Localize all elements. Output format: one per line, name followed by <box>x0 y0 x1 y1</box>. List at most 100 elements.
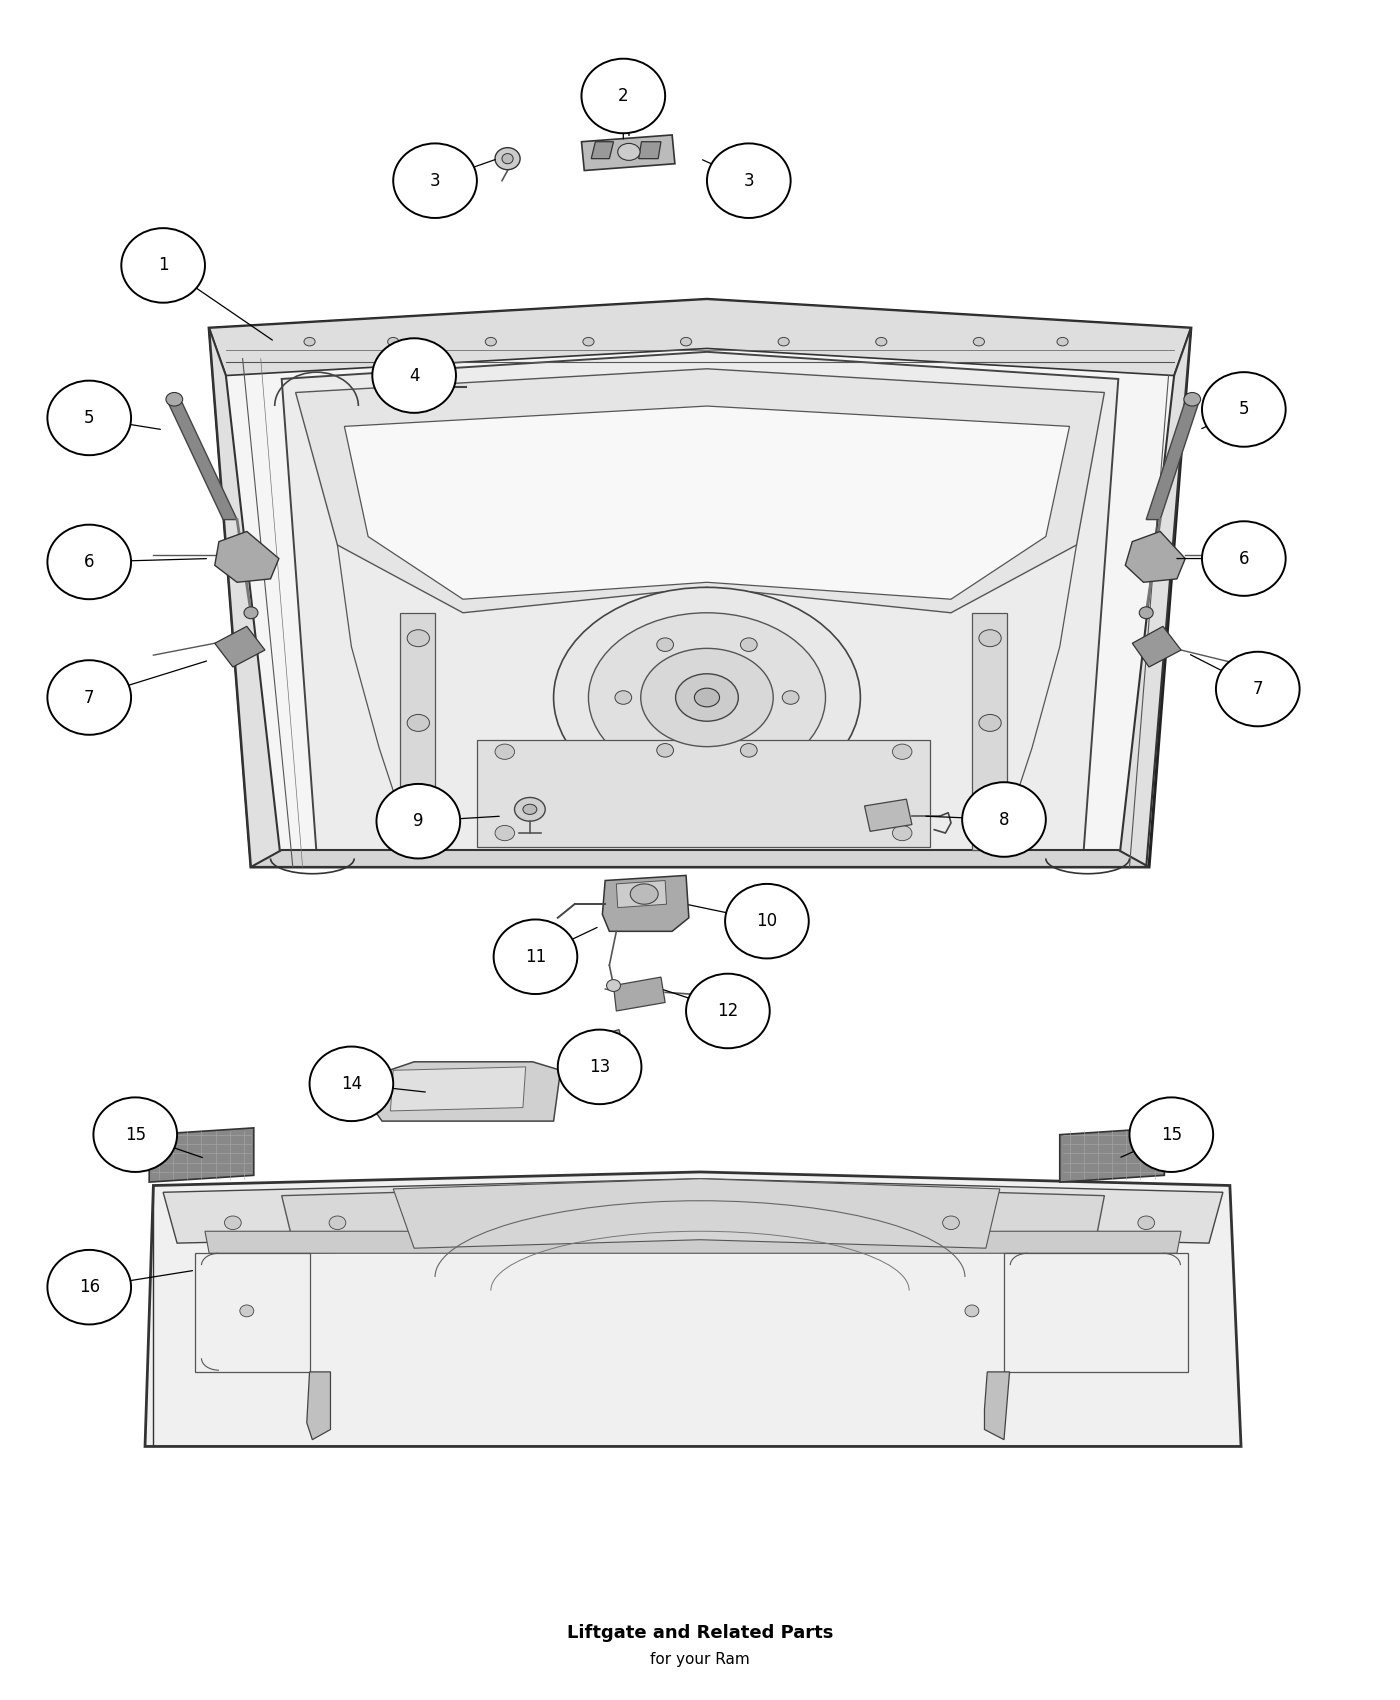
Ellipse shape <box>778 337 790 345</box>
Ellipse shape <box>1203 522 1285 595</box>
Text: 9: 9 <box>413 813 424 830</box>
Polygon shape <box>613 977 665 1011</box>
Ellipse shape <box>557 1030 641 1105</box>
Polygon shape <box>209 328 281 867</box>
Polygon shape <box>164 1178 1224 1243</box>
Ellipse shape <box>496 745 515 760</box>
Ellipse shape <box>1203 372 1285 447</box>
Ellipse shape <box>1057 337 1068 345</box>
Text: 8: 8 <box>998 811 1009 828</box>
Ellipse shape <box>393 143 477 218</box>
Ellipse shape <box>581 60 665 133</box>
Polygon shape <box>1133 626 1182 666</box>
Polygon shape <box>477 740 930 847</box>
Polygon shape <box>344 406 1070 598</box>
Ellipse shape <box>623 90 634 99</box>
Ellipse shape <box>979 629 1001 646</box>
Ellipse shape <box>553 588 861 808</box>
Ellipse shape <box>694 688 720 707</box>
Ellipse shape <box>725 884 809 959</box>
Ellipse shape <box>503 153 514 163</box>
Polygon shape <box>295 369 1105 612</box>
Ellipse shape <box>736 153 748 163</box>
Ellipse shape <box>496 148 521 170</box>
Ellipse shape <box>1217 651 1299 726</box>
Polygon shape <box>209 299 1191 376</box>
Ellipse shape <box>617 143 640 160</box>
Text: 4: 4 <box>409 367 420 384</box>
Ellipse shape <box>239 1306 253 1318</box>
Ellipse shape <box>304 337 315 345</box>
Ellipse shape <box>94 1098 176 1171</box>
Polygon shape <box>368 1062 560 1120</box>
Polygon shape <box>1119 328 1191 867</box>
Ellipse shape <box>686 974 770 1049</box>
Polygon shape <box>146 1171 1240 1447</box>
Ellipse shape <box>741 743 757 756</box>
Polygon shape <box>150 1127 253 1182</box>
Text: 1: 1 <box>158 257 168 274</box>
Text: 14: 14 <box>340 1074 363 1093</box>
Polygon shape <box>616 881 666 908</box>
Ellipse shape <box>680 337 692 345</box>
Text: 13: 13 <box>589 1057 610 1076</box>
Polygon shape <box>865 799 911 831</box>
Polygon shape <box>393 1178 1000 1248</box>
Text: 5: 5 <box>1239 401 1249 418</box>
Ellipse shape <box>388 337 399 345</box>
Polygon shape <box>214 532 279 583</box>
Text: 6: 6 <box>1239 549 1249 568</box>
Ellipse shape <box>486 337 497 345</box>
Polygon shape <box>581 134 675 170</box>
Polygon shape <box>400 612 435 850</box>
Ellipse shape <box>892 826 911 842</box>
Ellipse shape <box>962 782 1046 857</box>
Polygon shape <box>984 1372 1009 1440</box>
Text: 11: 11 <box>525 949 546 966</box>
Polygon shape <box>602 876 689 932</box>
Polygon shape <box>204 1231 1182 1253</box>
Polygon shape <box>591 141 613 158</box>
Ellipse shape <box>892 745 911 760</box>
Text: 16: 16 <box>78 1278 99 1295</box>
Polygon shape <box>281 352 1119 853</box>
Polygon shape <box>1126 532 1186 583</box>
Ellipse shape <box>713 989 727 1001</box>
Ellipse shape <box>224 1216 241 1229</box>
Polygon shape <box>1004 1253 1189 1372</box>
Polygon shape <box>972 612 1007 850</box>
Ellipse shape <box>377 784 461 858</box>
Ellipse shape <box>442 384 451 391</box>
Text: 15: 15 <box>125 1125 146 1144</box>
Ellipse shape <box>979 714 1001 731</box>
Text: 7: 7 <box>1253 680 1263 699</box>
Ellipse shape <box>1140 607 1154 619</box>
Ellipse shape <box>783 690 799 704</box>
Ellipse shape <box>657 638 673 651</box>
Ellipse shape <box>615 690 631 704</box>
Ellipse shape <box>965 1306 979 1318</box>
Text: for your Ram: for your Ram <box>650 1652 750 1668</box>
Ellipse shape <box>309 1047 393 1120</box>
Polygon shape <box>307 1372 330 1440</box>
Text: 3: 3 <box>743 172 755 190</box>
Ellipse shape <box>496 826 515 842</box>
Ellipse shape <box>1138 1216 1155 1229</box>
Ellipse shape <box>244 607 258 619</box>
Ellipse shape <box>942 1216 959 1229</box>
Text: 5: 5 <box>84 410 94 427</box>
Text: Liftgate and Related Parts: Liftgate and Related Parts <box>567 1624 833 1642</box>
Ellipse shape <box>1130 1098 1214 1171</box>
Text: 2: 2 <box>617 87 629 105</box>
Ellipse shape <box>588 612 826 782</box>
Polygon shape <box>581 1030 624 1064</box>
Ellipse shape <box>973 337 984 345</box>
Ellipse shape <box>707 143 791 218</box>
Ellipse shape <box>979 799 1001 816</box>
Polygon shape <box>1147 401 1200 520</box>
Ellipse shape <box>48 381 132 456</box>
Ellipse shape <box>407 629 430 646</box>
Ellipse shape <box>48 660 132 734</box>
Ellipse shape <box>741 638 757 651</box>
Polygon shape <box>195 1253 309 1372</box>
